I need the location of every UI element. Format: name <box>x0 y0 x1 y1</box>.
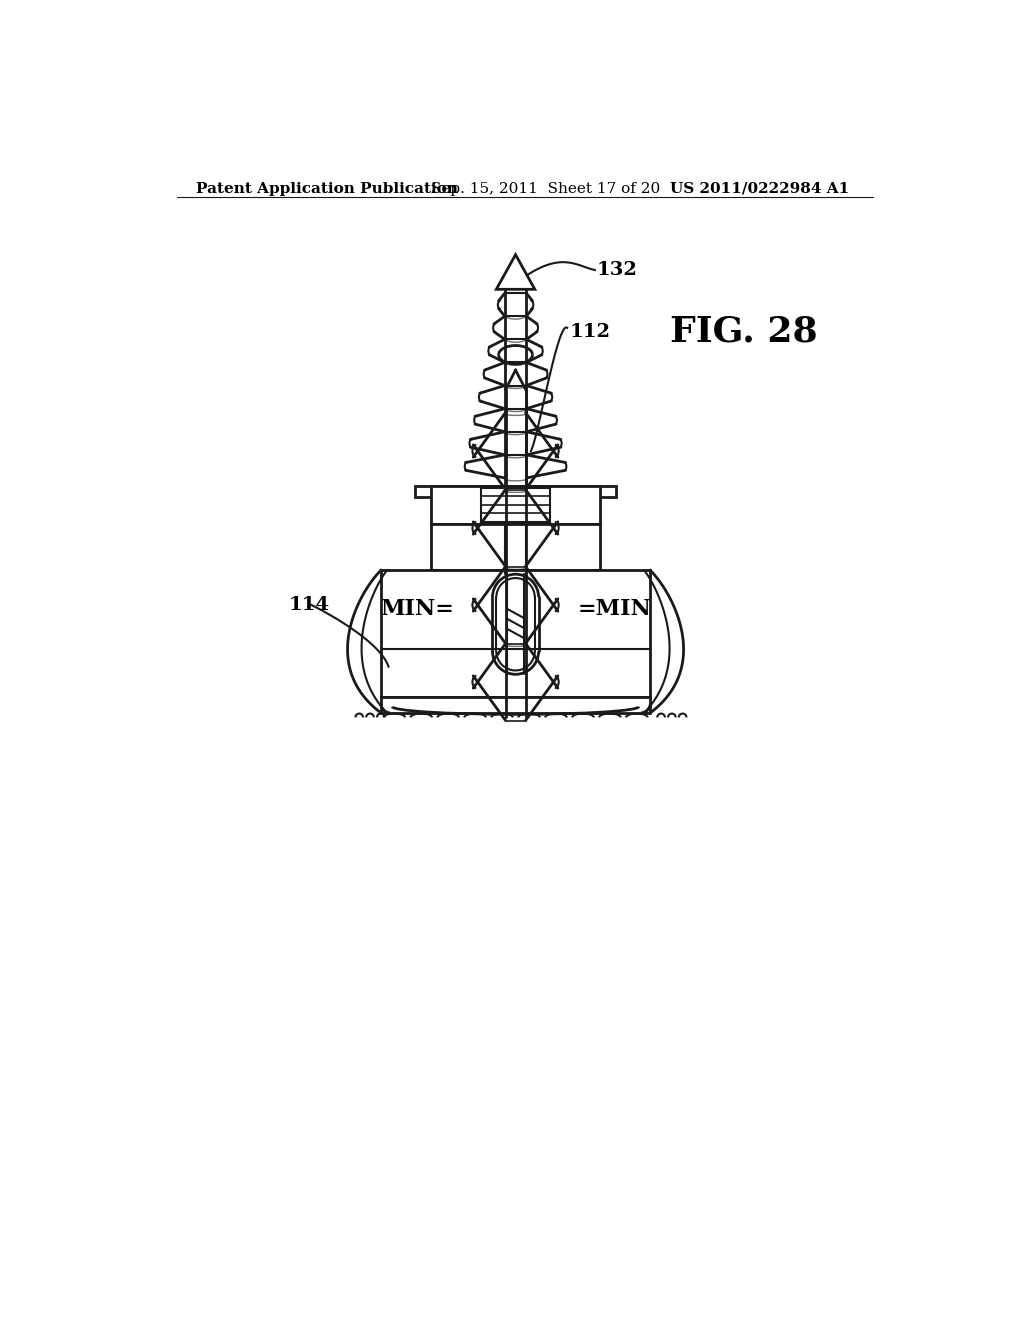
Text: =MIN: =MIN <box>578 598 651 620</box>
Text: US 2011/0222984 A1: US 2011/0222984 A1 <box>670 182 849 195</box>
Bar <box>431 486 600 524</box>
Bar <box>416 486 615 498</box>
Text: 112: 112 <box>569 322 610 341</box>
Bar <box>431 524 600 570</box>
Text: MIN=: MIN= <box>380 598 454 620</box>
Text: Sep. 15, 2011  Sheet 17 of 20: Sep. 15, 2011 Sheet 17 of 20 <box>431 182 660 195</box>
Text: 114: 114 <box>289 597 330 614</box>
Text: Patent Application Publication: Patent Application Publication <box>196 182 458 195</box>
Text: FIG. 28: FIG. 28 <box>670 314 817 348</box>
Bar <box>381 697 650 713</box>
Bar <box>481 488 550 521</box>
Polygon shape <box>497 255 535 289</box>
Text: 132: 132 <box>596 261 637 279</box>
Bar <box>381 570 650 697</box>
